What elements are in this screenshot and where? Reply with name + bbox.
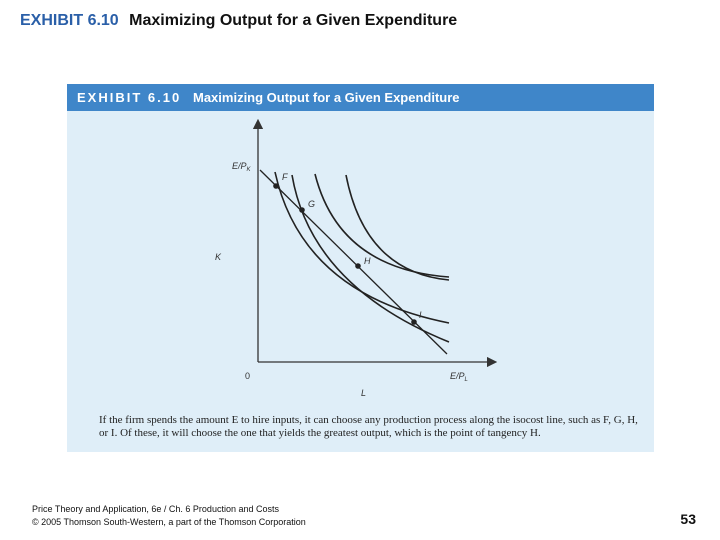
- page-number: 53: [680, 511, 696, 527]
- isoquant-1: [274, 171, 450, 324]
- exhibit-header: EXHIBIT 6.10 Maximizing Output for a Giv…: [67, 84, 654, 111]
- y-intercept-label: E/PK: [232, 161, 252, 173]
- point-h-label: H: [364, 256, 371, 266]
- footer-line-1: Price Theory and Application, 6e / Ch. 6…: [32, 504, 279, 514]
- point-i-label: I: [419, 310, 422, 320]
- exhibit-header-number: EXHIBIT 6.10: [77, 90, 182, 105]
- point-f-label: F: [282, 172, 288, 182]
- footer-line-2: © 2005 Thomson South-Western, a part of …: [32, 517, 306, 527]
- slide-exhibit-number: EXHIBIT 6.10: [20, 12, 119, 29]
- point-h-marker: [355, 263, 361, 269]
- x-axis-label: L: [361, 388, 366, 398]
- point-f-marker: [273, 183, 279, 189]
- slide-footer: Price Theory and Application, 6e / Ch. 6…: [32, 503, 306, 529]
- point-g-marker: [299, 207, 305, 213]
- isoquant-3: [314, 173, 450, 278]
- isoquant-4: [345, 174, 450, 281]
- slide-title-text: Maximizing Output for a Given Expenditur…: [129, 12, 458, 29]
- isocost-isoquant-graph: E/PK E/PL K L F G H I 0: [215, 118, 498, 398]
- x-intercept-label: E/PL: [450, 371, 468, 383]
- y-axis-label: K: [215, 252, 222, 262]
- point-i-marker: [411, 319, 417, 325]
- origin-label: 0: [245, 371, 250, 381]
- isoquant-2: [291, 174, 450, 343]
- exhibit-caption: If the firm spends the amount E to hire …: [99, 414, 638, 439]
- exhibit-header-title: Maximizing Output for a Given Expenditur…: [193, 90, 460, 105]
- isocost-line: [259, 169, 448, 355]
- point-g-label: G: [308, 199, 315, 209]
- slide-title: EXHIBIT 6.10 Maximizing Output for a Giv…: [20, 12, 457, 30]
- exhibit-figure: EXHIBIT 6.10 Maximizing Output for a Giv…: [67, 84, 654, 452]
